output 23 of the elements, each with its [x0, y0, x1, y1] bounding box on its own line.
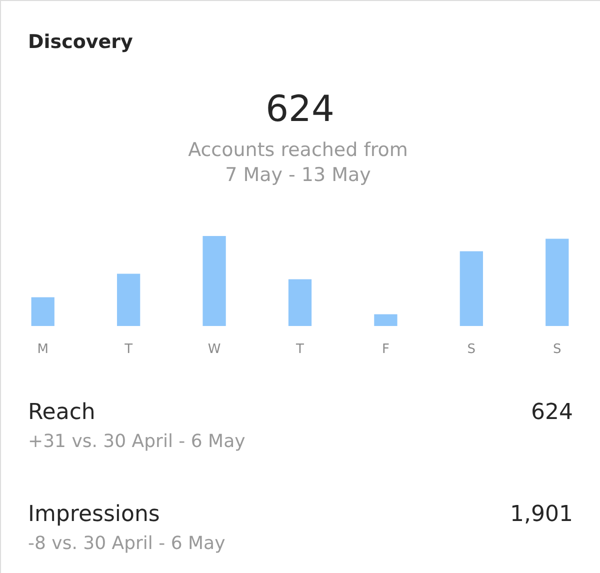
chart-title: Discovery — [28, 31, 134, 53]
text: Reach — [28, 400, 96, 425]
chart-subtitle: Accounts reached from 7 May - 13 May — [188, 139, 408, 186]
text: +31 vs. 30 April - 6 May — [28, 431, 246, 452]
bar — [460, 251, 483, 326]
text: 624 — [531, 400, 573, 425]
x-tick-label: M — [37, 342, 48, 357]
bar — [288, 279, 312, 326]
x-tick-label: T — [124, 342, 133, 357]
x-tick-label: T — [295, 342, 304, 357]
x-tick-label: W — [208, 342, 221, 357]
bar — [374, 314, 398, 326]
text: 1,901 — [510, 502, 573, 527]
text: Impressions — [28, 502, 160, 527]
bar — [202, 236, 226, 326]
bar — [31, 297, 54, 326]
text: 624 — [266, 89, 334, 130]
x-tick-label: S — [553, 342, 562, 357]
bar — [546, 238, 569, 326]
bar — [117, 274, 140, 326]
x-tick-label: F — [382, 342, 390, 357]
x-tick-label: S — [467, 342, 476, 357]
text: -8 vs. 30 April - 6 May — [28, 533, 226, 554]
